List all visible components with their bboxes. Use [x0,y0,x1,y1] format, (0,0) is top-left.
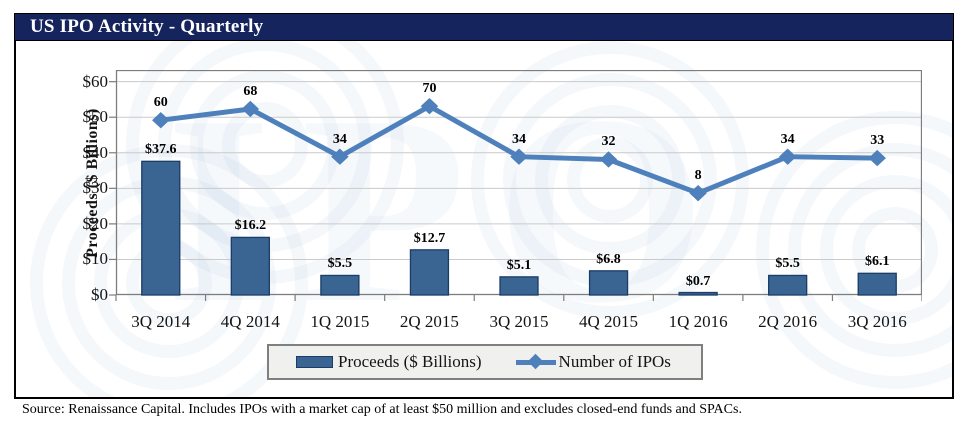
bar-value-label: $12.7 [413,230,446,246]
proceeds-bar [141,160,181,296]
proceeds-bar [678,291,718,296]
ipo-count-label: 34 [332,131,347,147]
legend-ipos-label: Number of IPOs [558,352,671,371]
x-axis-label: 2Q 2016 [758,312,818,331]
ipo-marker [689,184,707,202]
x-axis-label: 3Q 2015 [489,312,549,331]
bar-value-label: $0.7 [685,273,711,289]
proceeds-bar [230,236,270,296]
ipo-marker [778,148,797,165]
ipo-count-label: 33 [870,133,885,149]
y-tick-label: $10 [82,249,109,269]
proceeds-bar [588,270,629,296]
legend: Proceeds ($ Billions) Number of IPOs [267,344,703,380]
bar-value-label: $6.8 [596,251,621,267]
ipo-count-label: 34 [512,131,526,147]
bar-value-label: $37.6 [145,142,177,158]
y-tick-label: $20 [82,213,109,233]
ipo-count-label: 8 [694,168,702,184]
ipo-marker [420,97,439,115]
source-note: Source: Renaissance Capital. Includes IP… [22,402,742,417]
x-axis-label: 1Q 2015 [310,312,370,331]
y-tick-label: $0 [91,285,108,304]
ipo-marker [868,149,886,167]
ipo-count-label: 60 [153,95,168,111]
ipo-marker [510,148,528,165]
bar-value-label: $6.1 [864,254,890,270]
diamond-marker-icon [527,353,543,370]
legend-proceeds-label: Proceeds ($ Billions) [338,352,482,371]
ipo-count-label: 34 [780,131,795,147]
x-axis-label: 3Q 2014 [131,312,191,331]
chart-title-bar: US IPO Activity - Quarterly [14,13,954,41]
x-axis-label: 4Q 2015 [579,312,639,331]
proceeds-bar [768,274,808,296]
plot-area [109,70,922,301]
ipo-marker [331,148,349,165]
ipo-marker [152,112,170,129]
proceeds-bar-swatch-icon [296,356,333,368]
x-axis-label: 2Q 2015 [399,312,459,331]
ipo-marker [599,151,618,168]
ipo-count-label: 32 [601,134,616,150]
bar-value-label: $5.5 [327,256,353,272]
y-tick-label: $50 [82,107,109,127]
bar-value-label: $5.5 [775,256,800,272]
x-axis-label: 3Q 2016 [847,312,907,331]
y-tick-label: $30 [82,178,109,198]
x-axis-label: 1Q 2016 [668,312,728,331]
ipo-marker [241,100,260,118]
bar-value-label: $16.2 [234,218,267,234]
ipo-count-label: 70 [422,81,437,97]
chart-title: US IPO Activity - Quarterly [30,16,264,37]
proceeds-bar [857,272,897,296]
proceeds-bar [409,249,450,296]
proceeds-bar [320,274,360,296]
y-tick-label: $60 [82,71,109,91]
y-tick-label: $40 [82,142,109,162]
ipo-count-label: 68 [243,83,258,99]
bar-value-label: $5.1 [506,257,532,273]
ipo-line-swatch-icon [515,353,556,370]
x-axis-label: 4Q 2014 [220,312,280,331]
proceeds-bar [499,276,539,296]
